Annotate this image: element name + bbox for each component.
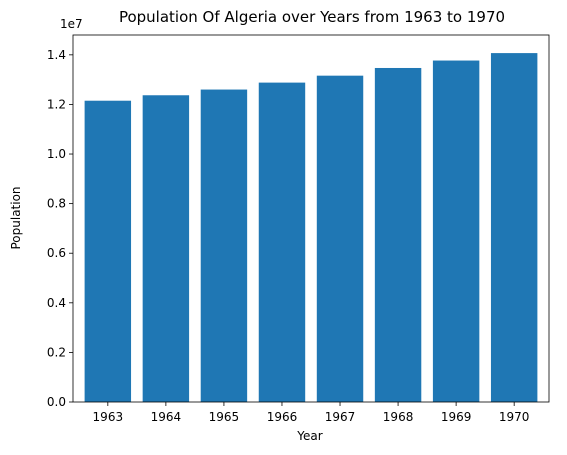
y-tick-label-2: 0.4 bbox=[47, 296, 66, 310]
bar-1968 bbox=[374, 67, 422, 402]
x-tick-label-1963: 1963 bbox=[93, 410, 124, 424]
x-tick-label-1965: 1965 bbox=[209, 410, 240, 424]
bar-1964 bbox=[142, 95, 190, 402]
x-tick-label-1970: 1970 bbox=[499, 410, 530, 424]
bar-1963 bbox=[84, 100, 132, 403]
x-tick-label-1964: 1964 bbox=[151, 410, 182, 424]
x-axis-label: Year bbox=[296, 429, 322, 443]
y-tick-label-1: 0.2 bbox=[47, 345, 66, 359]
y-tick-label-4: 0.8 bbox=[47, 197, 66, 211]
x-tick-label-1967: 1967 bbox=[325, 410, 356, 424]
bar-1967 bbox=[316, 75, 364, 403]
bar-1965 bbox=[200, 89, 248, 403]
x-tick-label-1968: 1968 bbox=[383, 410, 414, 424]
chart-title: Population Of Algeria over Years from 19… bbox=[119, 8, 505, 26]
y-tick-label-7: 1.4 bbox=[47, 48, 66, 62]
y-axis-label: Population bbox=[9, 186, 23, 249]
y-tick-label-3: 0.6 bbox=[47, 246, 66, 260]
bar-1969 bbox=[432, 60, 480, 402]
y-tick-label-5: 1.0 bbox=[47, 147, 66, 161]
bar-1966 bbox=[258, 82, 306, 403]
x-tick-label-1966: 1966 bbox=[267, 410, 298, 424]
x-tick-label-1969: 1969 bbox=[441, 410, 472, 424]
plot-area: 1963 1964 1965 1966 1967 1968 1969 1970 0.0 0.2 0.… bbox=[47, 34, 550, 424]
y-tick-label-0: 0.0 bbox=[47, 395, 66, 409]
plot-frame bbox=[72, 34, 550, 403]
y-axis-offset-label: 1e7 bbox=[60, 17, 83, 31]
bar-1970 bbox=[490, 53, 538, 402]
y-tick-label-6: 1.2 bbox=[47, 97, 66, 111]
